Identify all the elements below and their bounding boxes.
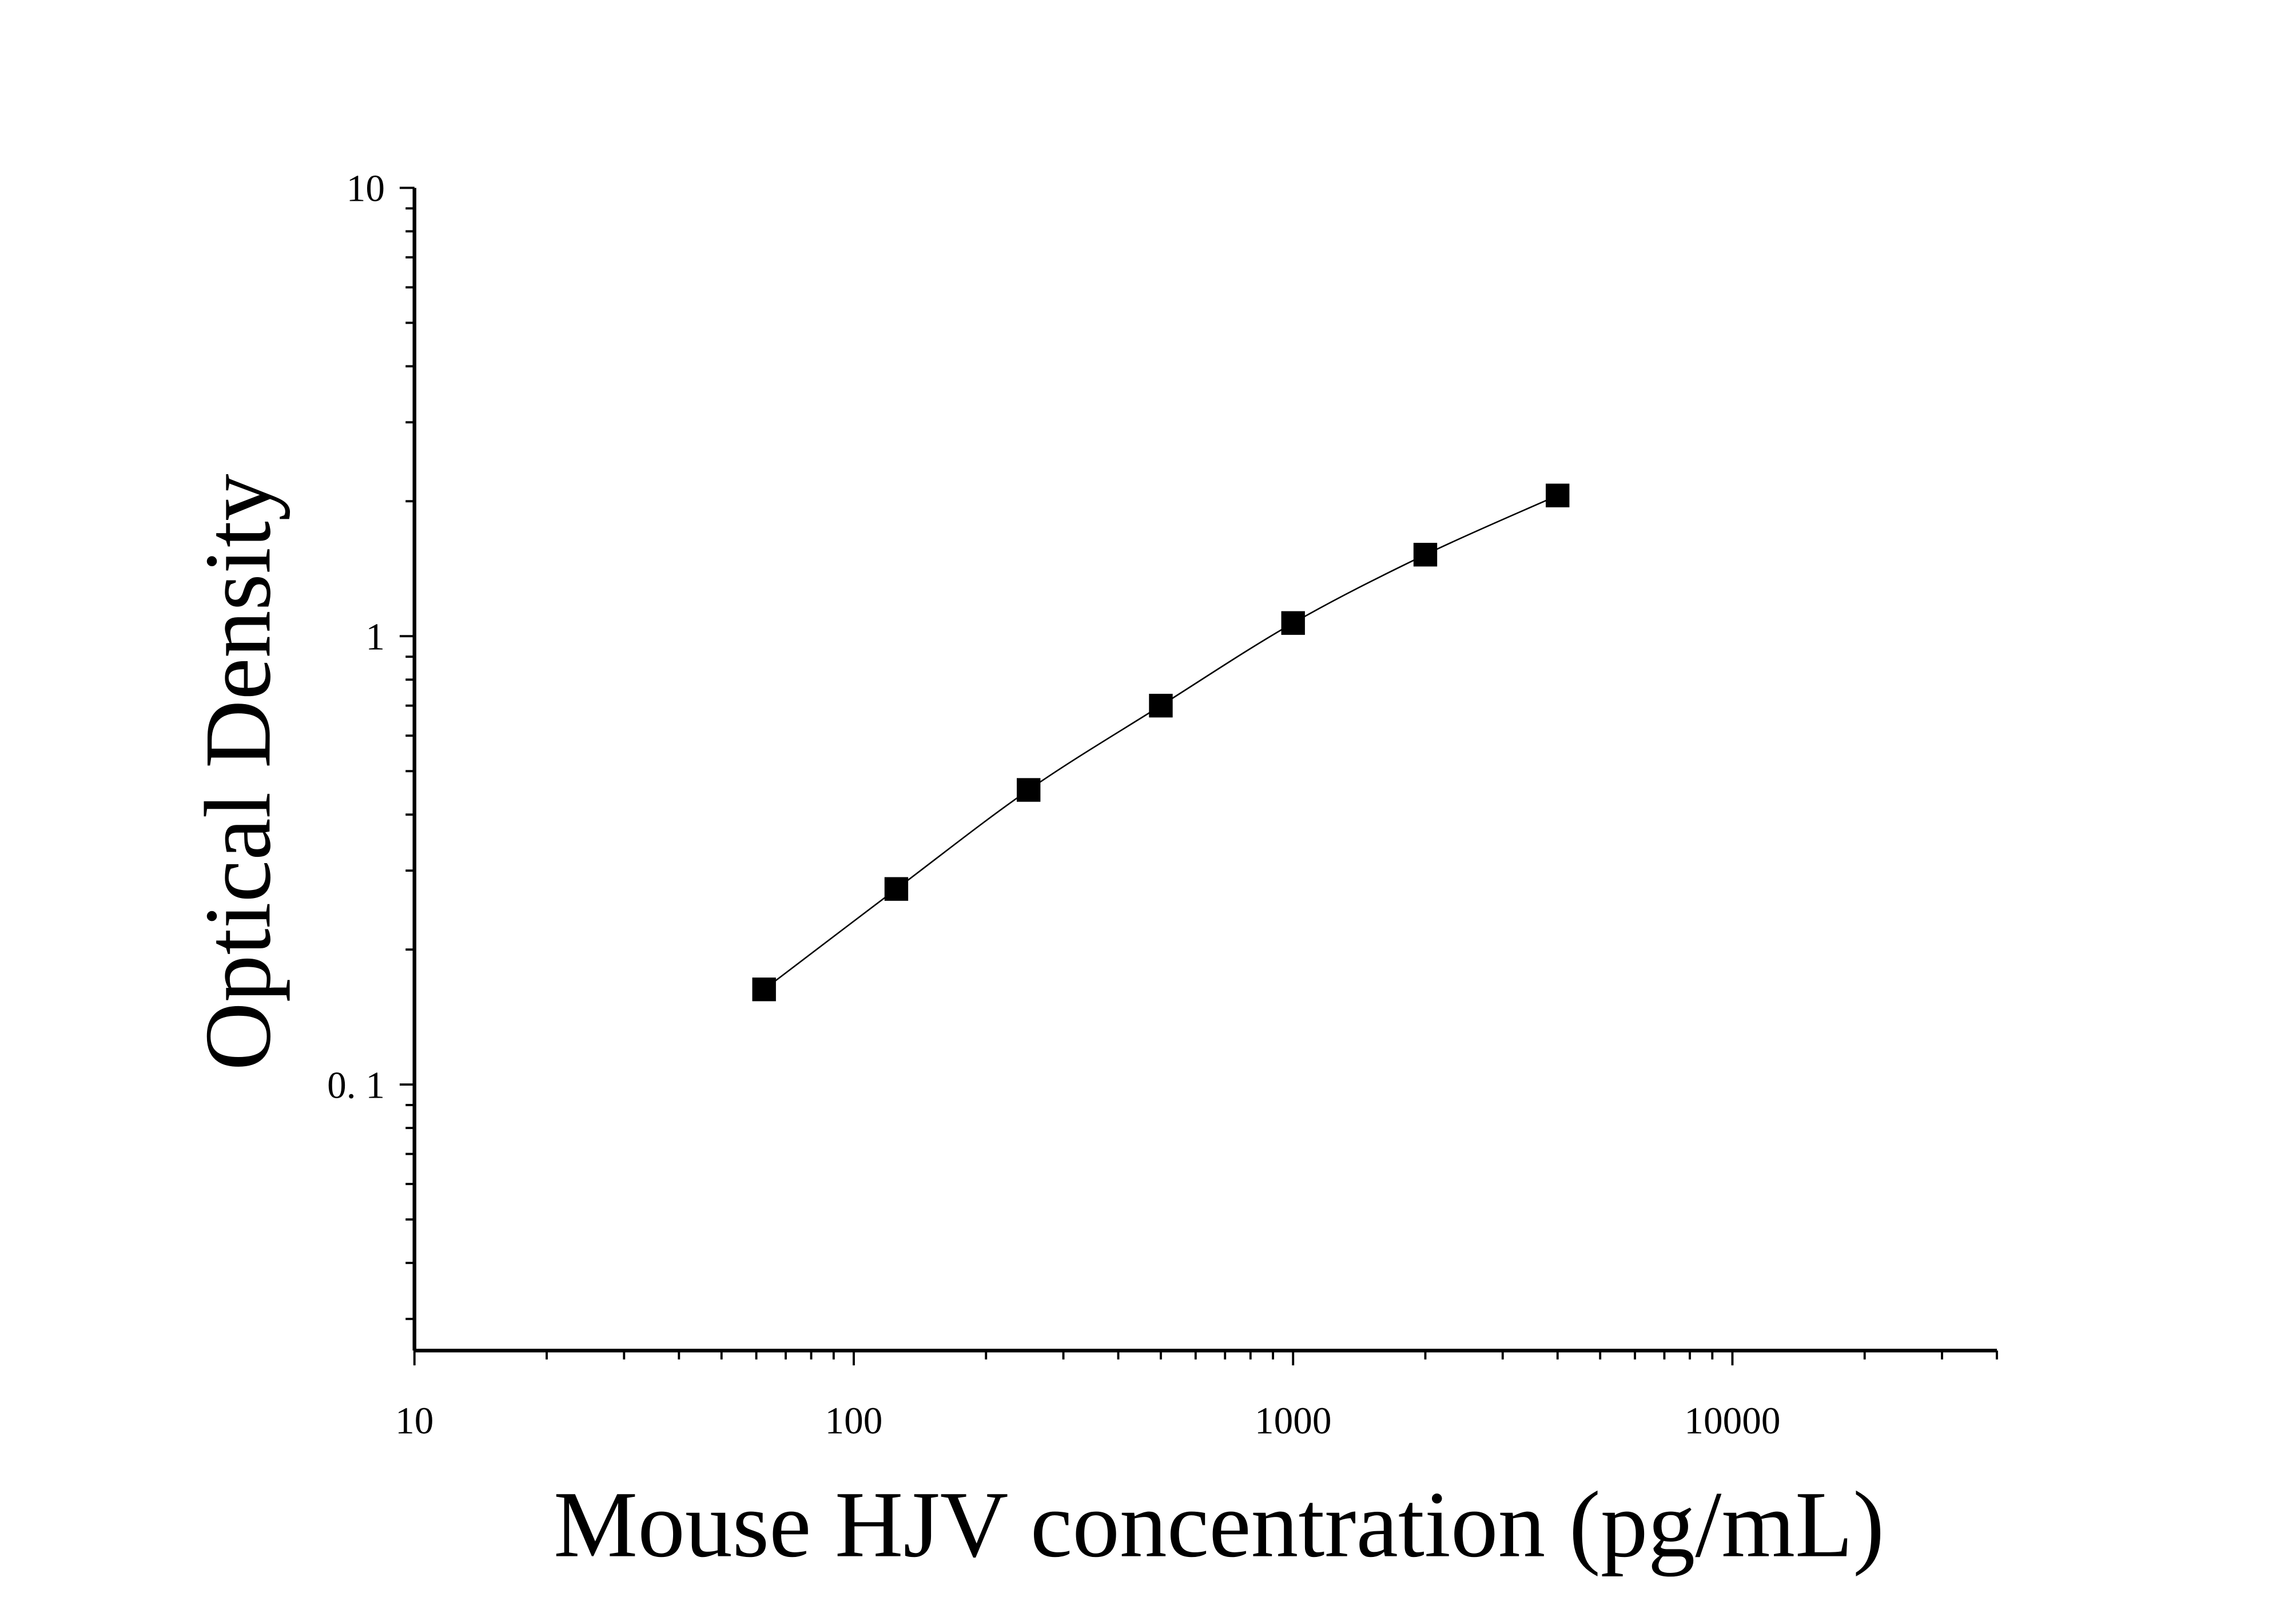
- x-tick-label: 1000: [1255, 1399, 1331, 1442]
- fit-curve: [763, 495, 1558, 990]
- axes: [399, 186, 1998, 1366]
- data-point-marker: [1149, 693, 1173, 718]
- x-tick-label: 10000: [1684, 1399, 1780, 1442]
- data-point-marker: [1546, 483, 1570, 507]
- data-point-marker: [884, 877, 909, 901]
- y-axis-label: Optical Density: [185, 474, 290, 1071]
- data-point-marker: [752, 978, 776, 1002]
- data-points: [752, 483, 1570, 1002]
- tick-labels: 10 100 1000 10000 0. 1 1 10: [327, 167, 1780, 1442]
- y-tick-label: 1: [365, 615, 385, 658]
- x-tick-label: 100: [825, 1399, 883, 1442]
- y-tick-label: 10: [347, 167, 385, 210]
- data-point-marker: [1281, 611, 1305, 635]
- y-tick-label: 0. 1: [327, 1063, 385, 1106]
- data-point-marker: [1017, 778, 1041, 802]
- x-tick-label: 10: [395, 1399, 433, 1442]
- data-point-marker: [1413, 543, 1438, 567]
- x-axis-label: Mouse HJV concentration (pg/mL): [554, 1472, 1884, 1577]
